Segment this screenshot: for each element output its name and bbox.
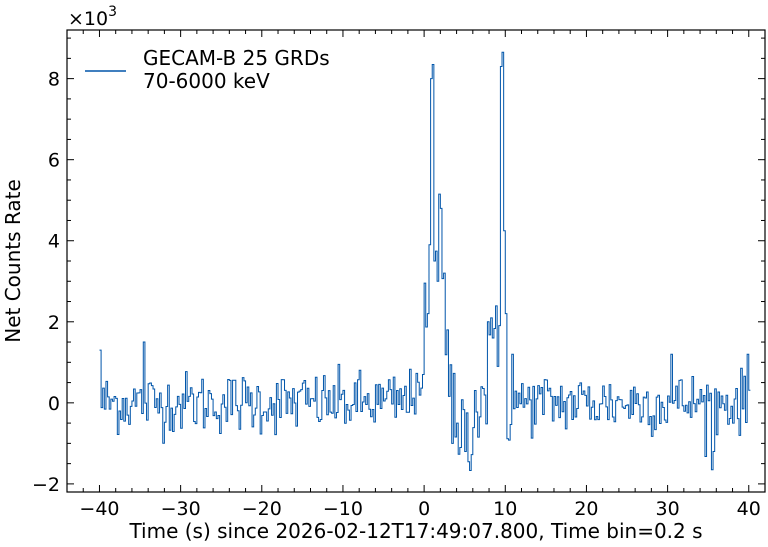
x-axis-ticks: −40 −30 −20 −10 0 10 20 30 40	[66, 30, 766, 520]
y-tick-label: 0	[48, 393, 60, 415]
y-tick-label: 4	[48, 231, 60, 253]
x-tick-label: 0	[418, 498, 430, 520]
legend-label-line1: GECAM-B 25 GRDs	[143, 46, 330, 70]
legend: GECAM-B 25 GRDs 70-6000 keV	[85, 46, 330, 93]
legend-label-line2: 70-6000 keV	[143, 69, 270, 93]
x-tick-label: −40	[79, 498, 119, 520]
plot-frame	[66, 29, 766, 493]
x-tick-label: 10	[493, 498, 517, 520]
series-line	[99, 51, 751, 471]
y-multiplier: ×103	[68, 4, 117, 30]
x-tick-label: −20	[242, 498, 282, 520]
x-axis-label: Time (s) since 2026-02-12T17:49:07.800, …	[128, 519, 702, 543]
y-tick-label: 2	[48, 312, 60, 334]
plot-area	[99, 51, 751, 471]
x-tick-label: 40	[737, 498, 761, 520]
y-tick-label: 8	[48, 69, 60, 91]
x-tick-label: 30	[656, 498, 680, 520]
y-axis-label: Net Counts Rate	[1, 179, 25, 343]
y-axis-ticks: −2 0 2 4 6 8	[32, 37, 765, 496]
x-tick-label: −30	[161, 498, 201, 520]
x-tick-label: 20	[574, 498, 598, 520]
y-tick-label: 6	[48, 150, 60, 172]
x-tick-label: −10	[323, 498, 363, 520]
y-tick-label: −2	[32, 474, 60, 496]
